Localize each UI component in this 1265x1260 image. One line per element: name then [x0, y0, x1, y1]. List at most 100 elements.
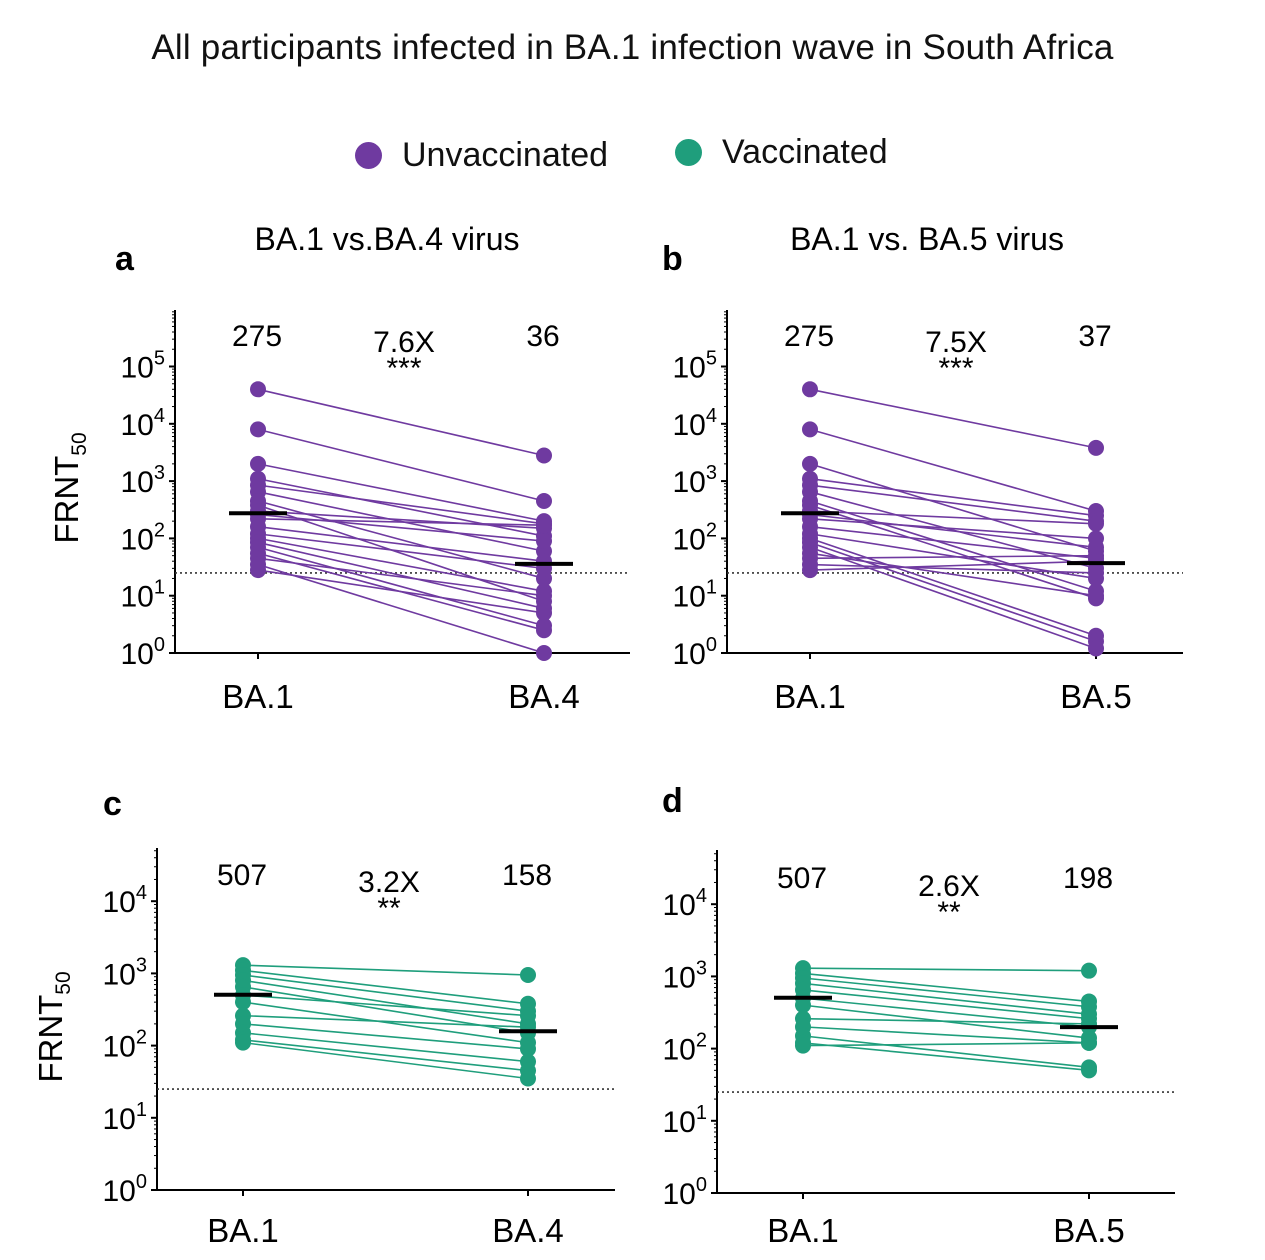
legend-item-unvaccinated: Unvaccinated	[355, 135, 608, 175]
pair-line-b-18	[809, 563, 1097, 574]
panel-a: a BA.1 vs.BA.4 virus 100 101 102 103 104 105 FRN…	[48, 221, 630, 715]
pair-line-d-7	[802, 1017, 1090, 1025]
pair-line-b-6	[809, 500, 1097, 592]
panel-letter-c: c	[103, 785, 122, 823]
y-tick-label-d-4: 104	[663, 885, 708, 922]
pair-line-a-8	[257, 510, 545, 530]
data-point-a-BA.4-19	[536, 604, 552, 621]
pair-line-c-2	[242, 974, 529, 1012]
pair-line-c-5	[242, 994, 529, 1017]
pair-line-d-1	[802, 972, 1090, 1003]
pair-line-b-4	[809, 484, 1097, 522]
x-tick-label-d-1: BA.5	[1053, 1212, 1125, 1249]
gmt-label-c-0: 507	[217, 859, 267, 892]
data-point-a-BA.4-17	[536, 587, 552, 604]
legend-marker-vaccinated	[675, 138, 702, 166]
y-tick-label-c-3: 103	[103, 954, 148, 991]
data-point-a-BA.1-19	[250, 562, 266, 579]
legend-marker-unvaccinated	[355, 141, 382, 169]
pair-line-c-3	[242, 979, 529, 1025]
pair-line-a-10	[257, 517, 545, 526]
pair-line-b-10	[809, 517, 1097, 540]
data-point-a-BA.4-18	[536, 645, 552, 661]
panel-c: c 100 101 102 103 104 FRNT50 BA.1 BA.4 507 158 3.2X…	[32, 785, 615, 1249]
pair-line-a-3	[257, 477, 545, 537]
y-tick-label-a-3: 103	[121, 462, 166, 499]
y-tick-label-c-4: 104	[103, 882, 148, 919]
y-tick-label-a-5: 105	[121, 348, 166, 385]
gmt-label-d-0: 507	[777, 862, 827, 895]
data-point-d-BA.1-6	[795, 997, 811, 1014]
fold-change-label-a: 7.6X	[373, 326, 435, 359]
pair-line-d-8	[802, 1026, 1090, 1044]
pair-line-b-16	[809, 552, 1097, 597]
pair-line-b-3	[809, 477, 1097, 517]
fold-change-label-d: 2.6X	[918, 870, 980, 903]
y-tick-label-a-1: 101	[121, 577, 166, 614]
pair-line-b-15	[809, 546, 1097, 650]
pair-line-a-12	[257, 533, 545, 570]
y-tick-label-b-0: 100	[673, 634, 718, 671]
pair-line-b-11	[809, 525, 1097, 560]
panel-letter-a: a	[115, 240, 135, 278]
gmt-label-a-1: 36	[526, 320, 559, 353]
data-point-a-BA.4-0	[536, 447, 552, 464]
pair-line-a-7	[257, 504, 545, 603]
pair-line-d-0	[802, 967, 1090, 972]
pair-line-c-7	[242, 1014, 529, 1028]
data-point-a-BA.4-1	[536, 492, 552, 509]
pair-line-a-14	[257, 541, 545, 610]
data-point-b-BA.5-15	[1088, 640, 1104, 657]
y-tick-label-b-3: 103	[673, 462, 718, 499]
pair-line-a-1	[257, 428, 545, 502]
data-point-b-BA.5-8	[1088, 515, 1104, 532]
gmt-label-c-1: 158	[502, 859, 552, 892]
data-point-c-BA.4-5	[520, 1007, 536, 1024]
pair-line-a-9	[257, 513, 545, 542]
legend-item-vaccinated: Vaccinated	[675, 132, 888, 172]
pair-line-d-9	[802, 1035, 1090, 1069]
x-tick-label-c-1: BA.4	[492, 1212, 564, 1249]
fold-change-label-c: 3.2X	[358, 866, 420, 899]
data-point-d-BA.1-11	[795, 1037, 811, 1054]
significance-label-b: ***	[938, 352, 973, 385]
data-point-a-BA.1-2	[250, 455, 266, 472]
data-point-b-BA.1-0	[802, 381, 818, 398]
pair-line-b-19	[809, 560, 1097, 571]
pair-line-b-2	[809, 463, 1097, 552]
pair-line-c-0	[242, 964, 529, 976]
y-tick-label-b-5: 105	[673, 348, 718, 385]
data-point-b-BA.5-18	[1088, 564, 1104, 581]
pair-line-b-13	[809, 537, 1097, 637]
pair-line-d-3	[802, 982, 1090, 1015]
pair-line-d-10	[802, 1042, 1090, 1072]
panel-subtitle-a: BA.1 vs.BA.4 virus	[255, 221, 520, 257]
panel-letter-b: b	[662, 240, 683, 278]
data-point-d-BA.5-10	[1081, 1062, 1097, 1079]
pair-line-b-17	[809, 554, 1097, 560]
gmt-label-b-1: 37	[1078, 320, 1111, 353]
data-point-b-BA.5-10	[1088, 530, 1104, 547]
data-point-b-BA.5-0	[1088, 439, 1104, 456]
pair-line-a-0	[257, 388, 545, 457]
y-tick-label-d-3: 103	[663, 957, 708, 994]
y-axis-label-c: FRNT50	[32, 971, 75, 1082]
y-tick-label-b-1: 101	[673, 577, 718, 614]
pair-line-a-18	[257, 563, 545, 654]
pair-line-c-8	[242, 1023, 529, 1050]
data-point-d-BA.5-11	[1081, 1034, 1097, 1051]
y-tick-label-a-0: 100	[121, 634, 166, 671]
gmt-label-d-1: 198	[1063, 862, 1113, 895]
y-tick-label-d-0: 100	[663, 1174, 708, 1211]
data-point-b-BA.5-16	[1088, 587, 1104, 604]
legend-label-unvaccinated: Unvaccinated	[402, 135, 609, 174]
y-tick-label-d-1: 101	[663, 1102, 708, 1139]
pair-line-a-15	[257, 546, 545, 627]
pair-line-d-11	[802, 1042, 1090, 1047]
pair-line-c-1	[242, 969, 529, 1005]
fold-change-label-b: 7.5X	[925, 326, 987, 359]
pair-line-a-4	[257, 484, 545, 525]
pair-line-c-9	[242, 1032, 529, 1063]
x-tick-label-b-0: BA.1	[774, 678, 846, 715]
